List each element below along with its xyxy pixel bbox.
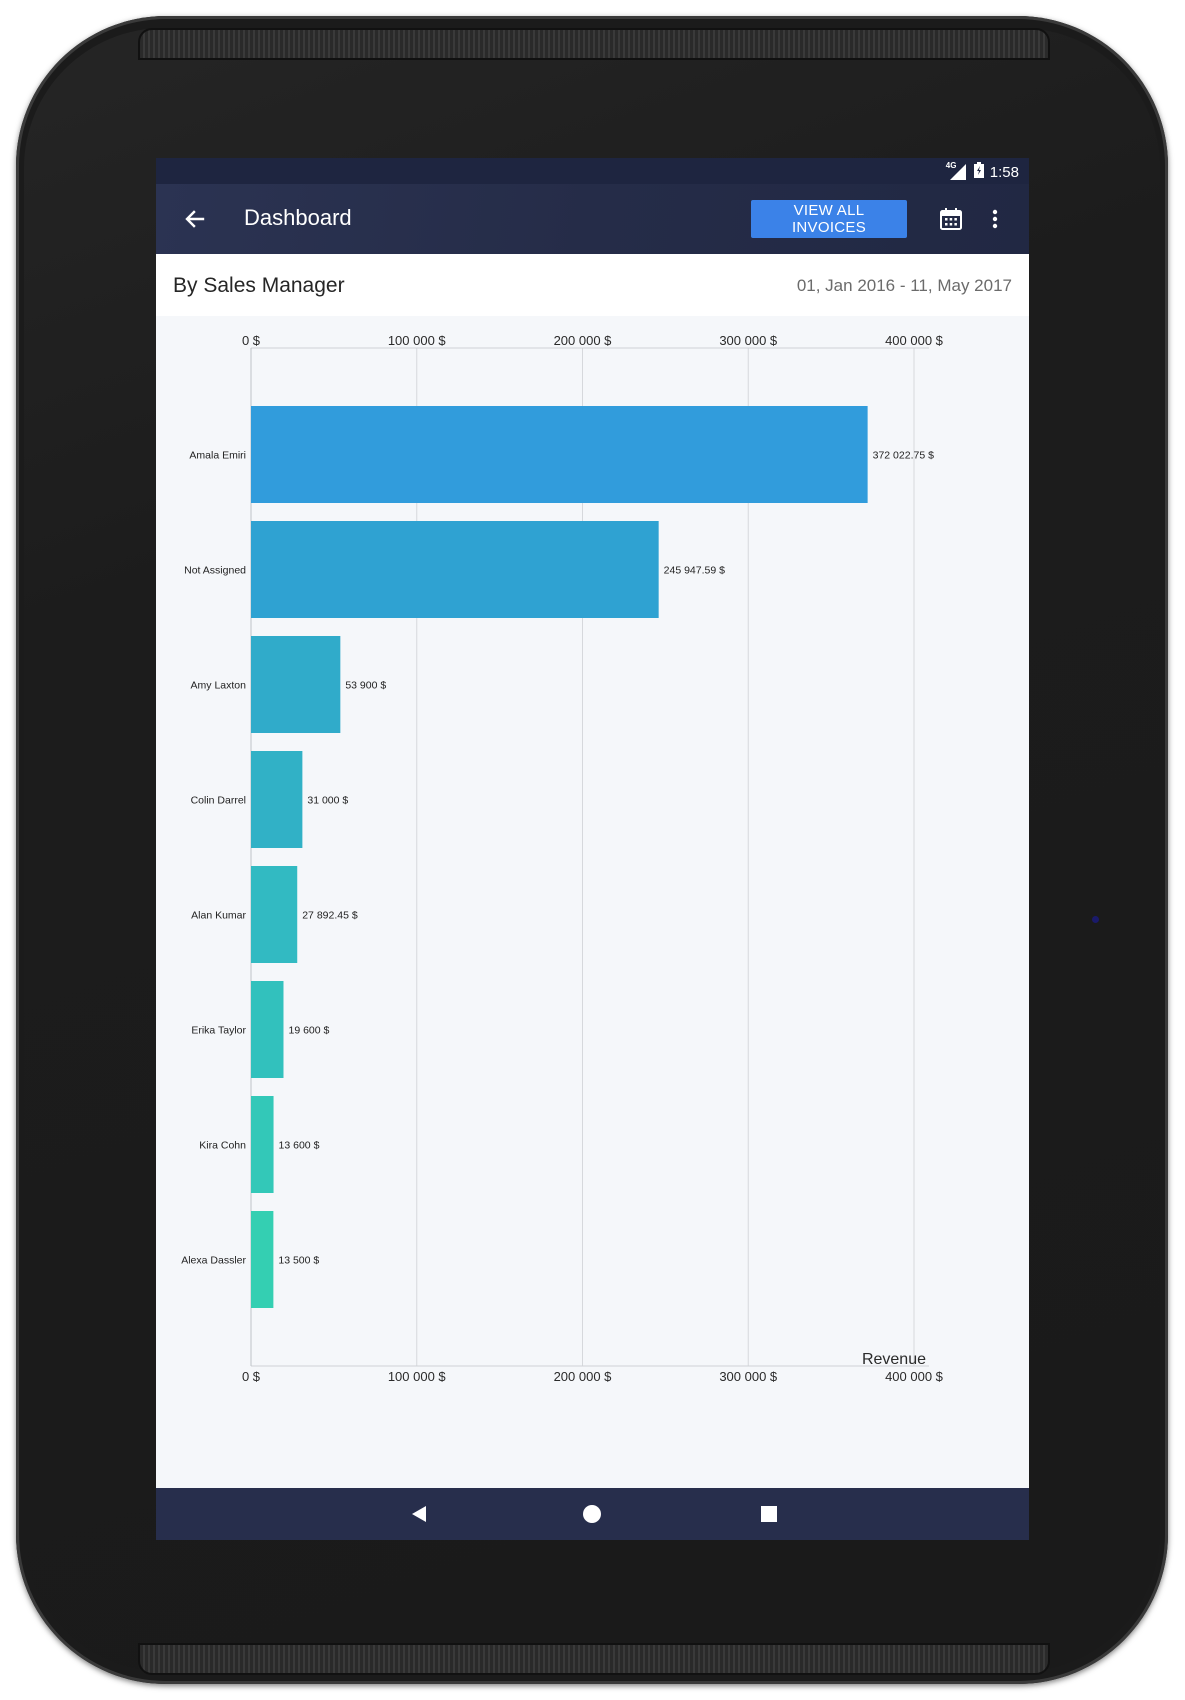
bottom-speaker-grille (138, 1643, 1050, 1675)
chart-svg: 0 $ 0 $ 100 000 $ 100 000 $ 200 000 $ 200 000… (156, 316, 1029, 1488)
system-nav-bar (156, 1488, 1029, 1540)
x-tick-label-bottom: 200 000 $ (554, 1369, 613, 1384)
bar (251, 866, 298, 963)
arrow-back-icon (185, 210, 205, 228)
x-tick-label-bottom: 100 000 $ (388, 1369, 447, 1384)
value-label: 27 892.45 $ (302, 910, 358, 922)
x-tick-label-bottom: 300 000 $ (719, 1369, 778, 1384)
category-label: Amala Emiri (189, 450, 246, 462)
category-label: Colin Darrel (191, 795, 246, 807)
calendar-icon (940, 208, 962, 230)
screen: 4G 1:58 Dashboard VIEW ALL INVOICES (156, 158, 1029, 1540)
calendar-button[interactable] (938, 206, 964, 232)
signal-icon: 4G (945, 161, 968, 180)
app-bar: Dashboard VIEW ALL INVOICES (156, 184, 1029, 254)
x-tick-label-bottom: 400 000 $ (885, 1369, 944, 1384)
bar (251, 636, 341, 733)
bar (251, 1096, 274, 1193)
bar (251, 1211, 274, 1308)
category-label: Not Assigned (184, 565, 246, 577)
x-tick-label-top: 0 $ (242, 333, 261, 348)
circle-home-icon (583, 1505, 601, 1523)
network-type: 4G (945, 161, 957, 170)
x-tick-label-bottom: 0 $ (242, 1369, 261, 1384)
nav-recent-button[interactable] (755, 1500, 783, 1528)
section-header: By Sales Manager 01, Jan 2016 - 11, May … (156, 254, 1029, 317)
x-tick-label-top: 200 000 $ (554, 333, 613, 348)
view-all-invoices-button[interactable]: VIEW ALL INVOICES (751, 200, 907, 238)
value-label: 13 500 $ (278, 1255, 319, 1267)
date-range: 01, Jan 2016 - 11, May 2017 (796, 276, 1012, 295)
x-axis-title: Revenue (862, 1351, 926, 1368)
square-recent-icon (761, 1506, 777, 1522)
section-title: By Sales Manager (173, 274, 345, 297)
value-label: 245 947.59 $ (664, 565, 725, 577)
triangle-back-icon (412, 1506, 426, 1522)
value-label: 53 900 $ (345, 680, 386, 692)
sensor-dot (1092, 916, 1099, 923)
value-label: 19 600 $ (288, 1025, 329, 1037)
category-label: Kira Cohn (199, 1140, 246, 1152)
x-tick-label-top: 300 000 $ (719, 333, 778, 348)
value-label: 13 600 $ (279, 1140, 320, 1152)
battery-icon (973, 162, 984, 182)
chart-background (156, 316, 1029, 1488)
category-label: Erika Taylor (191, 1025, 246, 1037)
x-tick-label-top: 100 000 $ (388, 333, 447, 348)
category-label: Amy Laxton (191, 680, 247, 692)
clock: 1:58 (989, 163, 1019, 181)
bar-chart: 0 $ 0 $ 100 000 $ 100 000 $ 200 000 $ 200 000… (156, 316, 1029, 1540)
status-bar: 4G 1:58 (156, 158, 1029, 184)
x-tick-label-top: 400 000 $ (885, 333, 944, 348)
page-title: Dashboard (244, 205, 352, 230)
back-button[interactable] (180, 204, 210, 234)
more-vertical-icon (992, 209, 998, 229)
more-options-button[interactable] (989, 204, 1001, 234)
nav-home-button[interactable] (578, 1500, 606, 1528)
nav-back-button[interactable] (406, 1500, 434, 1528)
bar (251, 751, 303, 848)
bar (251, 521, 659, 618)
value-label: 31 000 $ (307, 795, 348, 807)
bar (251, 981, 284, 1078)
top-speaker-grille (138, 28, 1050, 60)
category-label: Alexa Dassler (181, 1255, 246, 1267)
category-label: Alan Kumar (191, 910, 246, 922)
bar (251, 406, 868, 503)
value-label: 372 022.75 $ (873, 450, 934, 462)
